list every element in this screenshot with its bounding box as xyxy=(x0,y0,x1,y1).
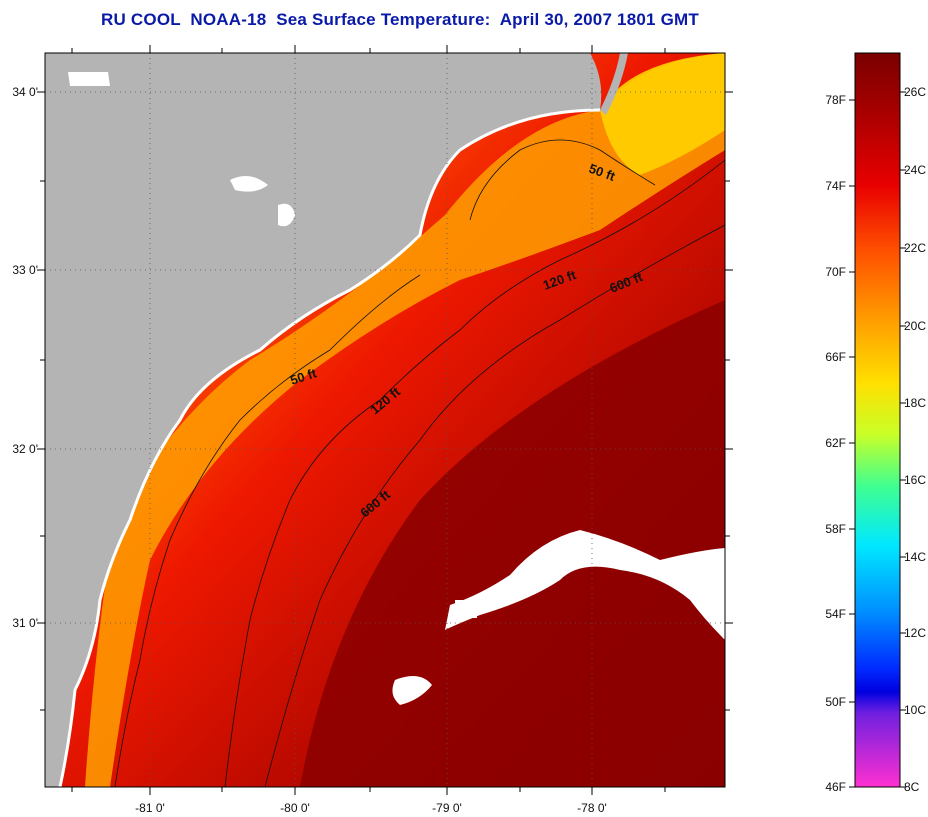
lon-label-79: -79 0' xyxy=(432,801,462,815)
cloud-patch xyxy=(392,676,432,705)
colorbar-label-c: 8C xyxy=(904,780,920,794)
colorbar-label-c: 12C xyxy=(904,626,926,640)
lake-marion xyxy=(230,176,268,192)
colorbar-label-c: 10C xyxy=(904,703,926,717)
colorbar-label-c: 14C xyxy=(904,550,926,564)
lon-label-78: -78 0' xyxy=(577,801,607,815)
cloud-patch-small xyxy=(455,600,477,618)
lon-label-80: -80 0' xyxy=(280,801,310,815)
contour-50ft-north xyxy=(469,139,656,221)
contour-120ft xyxy=(224,159,725,787)
lat-label-31: 31 0' xyxy=(12,616,38,630)
colorbar-label-c: 16C xyxy=(904,473,926,487)
lat-label-32: 32 0' xyxy=(12,442,38,456)
lake-moultrie xyxy=(278,203,295,227)
coastline xyxy=(58,108,601,787)
colorbar-labels: 78F 74F 70F 66F 62F 58F 54F 50F 46F 26C 24C 22C 20C 1… xyxy=(825,85,926,794)
contour-600ft xyxy=(264,224,725,787)
map-panel: 50 ft 120 ft 600 ft 50 ft 120 ft 600 ft xyxy=(45,53,725,787)
colorbar-label-f: 54F xyxy=(825,607,846,621)
pamlico-warm-area xyxy=(600,53,725,175)
colorbar-label-f: 70F xyxy=(825,265,846,279)
colorbar-ticks xyxy=(849,91,906,788)
map-frame xyxy=(44,52,726,788)
gulf-stream-core xyxy=(300,300,725,787)
colorbar-label-f: 66F xyxy=(825,350,846,364)
colorbar-label-c: 18C xyxy=(904,396,926,410)
graticule xyxy=(45,53,725,787)
outer-banks xyxy=(600,53,628,115)
colorbar-label-f: 78F xyxy=(825,93,846,107)
nearshore-warm-band xyxy=(85,53,725,787)
contour-50ft-south xyxy=(114,274,421,787)
colorbar-label-c: 26C xyxy=(904,85,926,99)
colorbar-label-f: 46F xyxy=(825,780,846,794)
land-mass xyxy=(45,53,602,787)
colorbar-label-f: 58F xyxy=(825,522,846,536)
colorbar-label-c: 24C xyxy=(904,163,926,177)
lake-small xyxy=(68,72,110,86)
lon-label-81: -81 0' xyxy=(135,801,165,815)
colorbar-label-c: 20C xyxy=(904,319,926,333)
colorbar-label-c: 22C xyxy=(904,241,926,255)
colorbar-label-f: 50F xyxy=(825,695,846,709)
colorbar-label-f: 74F xyxy=(825,179,846,193)
colorbar-label-f: 62F xyxy=(825,436,846,450)
map-title: RU COOL NOAA-18 Sea Surface Temperature:… xyxy=(101,10,699,29)
lat-label-33: 33 0' xyxy=(12,263,38,277)
lat-label-34: 34 0' xyxy=(12,85,38,99)
map-ticks xyxy=(37,45,733,795)
colorbar xyxy=(854,52,901,788)
cloud-mask xyxy=(445,530,725,640)
